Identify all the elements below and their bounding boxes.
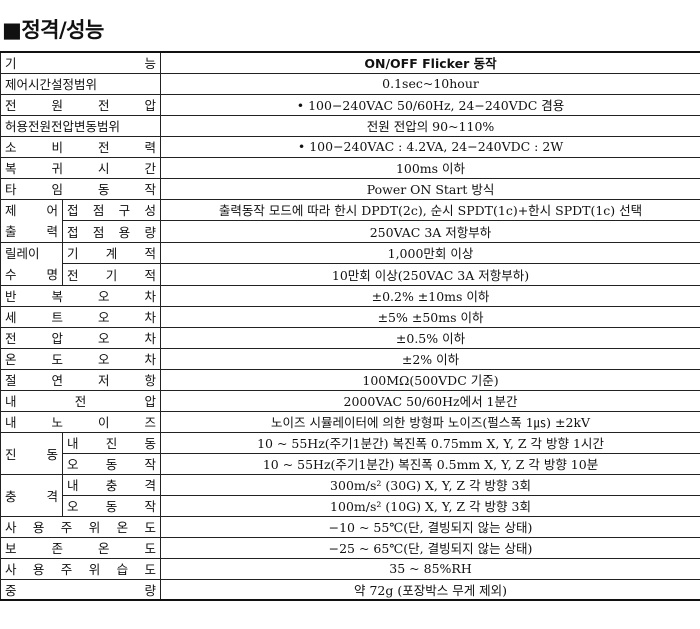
row-value: 10만회 이상(250VAC 3A 저항부하) [160, 263, 700, 286]
group-label-vibration: 진 동 [0, 431, 63, 475]
row-label: 전 원 전 압 [0, 93, 162, 116]
row-value: 100MΩ(500VDC 기준) [160, 368, 700, 391]
row-sublabel: 오 동 작 [61, 494, 162, 517]
table-row: 절 연 저 항 100MΩ(500VDC 기준) [0, 368, 700, 391]
table-row: 세 트 오 차 ±5% ±50ms 이하 [0, 305, 700, 328]
row-value: 300m/s² (30G) X, Y, Z 각 방향 3회 [160, 473, 700, 496]
table-row: 충 격 내 충 격 300m/s² (30G) X, Y, Z 각 방향 3회 [0, 473, 700, 517]
row-label: 타 임 동 작 [0, 177, 162, 200]
row-sublabel: 접 점 용 량 [61, 220, 162, 243]
row-value: 250VAC 3A 저항부하 [160, 220, 700, 243]
group-label-line: 출 력 [5, 223, 58, 239]
table-row: 중 량 약 72g (포장박스 무게 제외) [0, 578, 700, 601]
table-row: 오 동 작 10 ~ 55Hz(주기1분간) 복진폭 0.5mm X, Y, Z… [1, 452, 700, 475]
row-value: Power ON Start 방식 [160, 177, 700, 200]
row-value: 약 72g (포장박스 무게 제외) [160, 578, 700, 601]
row-value: 100m/s² (10G) X, Y, Z 각 방향 3회 [160, 494, 700, 517]
row-value: 100ms 이하 [160, 156, 700, 179]
row-label: 중 량 [0, 578, 162, 601]
row-label: 내 전 압 [0, 389, 162, 412]
table-row: 소 비 전 력 • 100−240VAC : 4.2VA, 24−240VDC … [0, 135, 700, 158]
page-title: ■정격/성능 [2, 13, 104, 45]
group-label-line: 제 어 [5, 202, 58, 218]
row-value: 10 ~ 55Hz(주기1분간) 복진폭 0.5mm X, Y, Z 각 방향 … [160, 452, 700, 475]
table-row: 제 어 출 력 접 점 구 성 출력동작 모드에 따라 한시 DPDT(2c),… [0, 198, 700, 243]
row-sublabel: 내 진 동 [61, 431, 162, 454]
table-row: 제어시간설정범위 0.1sec~10hour [0, 72, 700, 95]
row-value: −25 ~ 65℃(단, 결빙되지 않는 상태) [160, 536, 700, 559]
group-label-line: 수 명 [5, 266, 58, 282]
row-label: 복 귀 시 간 [0, 156, 162, 179]
row-sublabel: 오 동 작 [61, 452, 162, 475]
row-label: 온 도 오 차 [0, 347, 162, 370]
row-value: 출력동작 모드에 따라 한시 DPDT(2c), 순시 SPDT(1c)+한시 … [160, 198, 700, 221]
row-label: 보 존 온 도 [0, 536, 162, 559]
row-value: ±0.5% 이하 [160, 326, 700, 349]
row-value: 10 ~ 55Hz(주기1분간) 복진폭 0.75mm X, Y, Z 각 방향… [160, 431, 700, 454]
table-row: 전 기 적 10만회 이상(250VAC 3A 저항부하) [1, 263, 700, 286]
row-sublabel: 내 충 격 [61, 473, 162, 496]
table-row: 사 용 주 위 온 도 −10 ~ 55℃(단, 결빙되지 않는 상태) [0, 515, 700, 538]
row-sublabel: 접 점 구 성 [61, 198, 162, 221]
table-row: 전 압 오 차 ±0.5% 이하 [0, 326, 700, 349]
row-value: 2000VAC 50/60Hz에서 1분간 [160, 389, 700, 412]
row-label: 사 용 주 위 습 도 [0, 557, 162, 580]
row-value: ±0.2% ±10ms 이하 [160, 284, 700, 307]
header-value: ON/OFF Flicker 동작 [160, 51, 700, 74]
group-label-shock: 충 격 [0, 473, 63, 517]
table-row: 내 노 이 즈 노이즈 시뮬레이터에 의한 방형파 노이즈(펄스폭 1㎲) ±2… [0, 410, 700, 433]
table-row: 사 용 주 위 습 도 35 ~ 85%RH [0, 557, 700, 580]
spec-table: 기 능 ON/OFF Flicker 동작 제어시간설정범위 0.1sec~10… [0, 51, 700, 601]
group-label-output: 제 어 출 력 [0, 198, 63, 243]
row-value: 노이즈 시뮬레이터에 의한 방형파 노이즈(펄스폭 1㎲) ±2kV [160, 410, 700, 433]
row-label: 허용전원전압변동범위 [0, 114, 162, 137]
row-label: 내 노 이 즈 [0, 410, 162, 433]
table-row: 반 복 오 차 ±0.2% ±10ms 이하 [0, 284, 700, 307]
table-row: 온 도 오 차 ±2% 이하 [0, 347, 700, 370]
row-sublabel: 기 계 적 [61, 241, 162, 264]
table-row: 접 점 용 량 250VAC 3A 저항부하 [1, 220, 700, 243]
row-sublabel: 전 기 적 [61, 263, 162, 286]
table-row: 오 동 작 100m/s² (10G) X, Y, Z 각 방향 3회 [1, 494, 700, 517]
table-row: 진 동 내 진 동 10 ~ 55Hz(주기1분간) 복진폭 0.75mm X,… [0, 431, 700, 475]
table-row: 전 원 전 압 • 100−240VAC 50/60Hz, 24−240VDC … [0, 93, 700, 116]
row-value: 1,000만회 이상 [160, 241, 700, 264]
row-value: 0.1sec~10hour [160, 72, 700, 95]
title-text: ■정격/성능 [2, 18, 104, 42]
row-label: 세 트 오 차 [0, 305, 162, 328]
table-row: 내 전 압 2000VAC 50/60Hz에서 1분간 [0, 389, 700, 412]
row-label: 제어시간설정범위 [0, 72, 162, 95]
table-row: 기 능 ON/OFF Flicker 동작 [0, 51, 700, 74]
row-label: 전 압 오 차 [0, 326, 162, 349]
row-label: 절 연 저 항 [0, 368, 162, 391]
group-label-line: 릴레이 [5, 245, 40, 261]
row-value: 전원 전압의 90~110% [160, 114, 700, 137]
row-value: 35 ~ 85%RH [160, 557, 700, 580]
row-label: 사 용 주 위 온 도 [0, 515, 162, 538]
table-row: 허용전원전압변동범위 전원 전압의 90~110% [0, 114, 700, 137]
row-label: 반 복 오 차 [0, 284, 162, 307]
header-label: 기 능 [0, 51, 162, 74]
row-value: ±5% ±50ms 이하 [160, 305, 700, 328]
group-label-relay-life: 릴레이 수 명 [0, 241, 63, 286]
row-value: • 100−240VAC : 4.2VA, 24−240VDC : 2W [160, 135, 700, 158]
table-row: 타 임 동 작 Power ON Start 방식 [0, 177, 700, 200]
table-row: 복 귀 시 간 100ms 이하 [0, 156, 700, 179]
row-value: −10 ~ 55℃(단, 결빙되지 않는 상태) [160, 515, 700, 538]
row-value: ±2% 이하 [160, 347, 700, 370]
table-row: 릴레이 수 명 기 계 적 1,000만회 이상 [0, 241, 700, 286]
table-row: 보 존 온 도 −25 ~ 65℃(단, 결빙되지 않는 상태) [0, 536, 700, 559]
row-value: • 100−240VAC 50/60Hz, 24−240VDC 겸용 [160, 93, 700, 116]
row-label: 소 비 전 력 [0, 135, 162, 158]
